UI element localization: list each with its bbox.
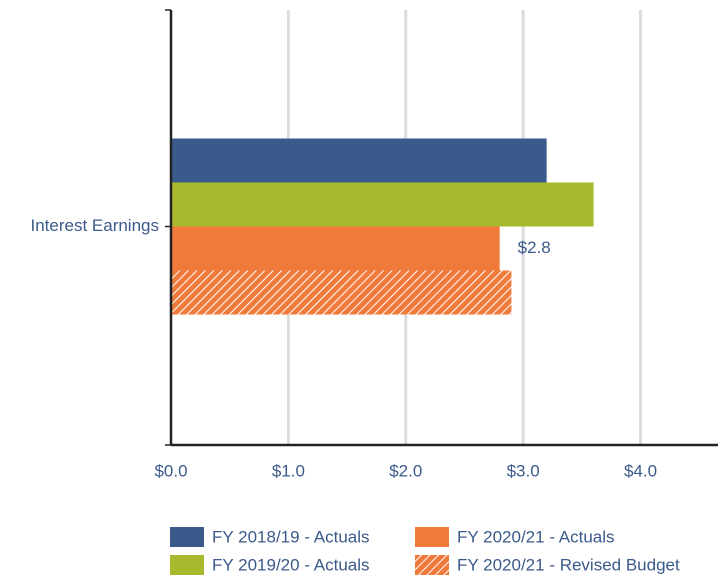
legend-label: FY 2019/20 - Actuals bbox=[212, 555, 370, 574]
legend-label: FY 2018/19 - Actuals bbox=[212, 527, 370, 546]
legend-swatch bbox=[170, 555, 204, 575]
y-tick-label: Interest Earnings bbox=[30, 216, 159, 235]
data-label: $2.8 bbox=[518, 238, 551, 257]
bar bbox=[171, 226, 500, 271]
x-tick-label: $0.0 bbox=[154, 461, 187, 480]
bar bbox=[171, 182, 594, 227]
x-tick-label: $2.0 bbox=[389, 461, 422, 480]
x-tick-label: $1.0 bbox=[272, 461, 305, 480]
bar bbox=[171, 138, 547, 183]
legend-swatch bbox=[415, 555, 449, 575]
legend-label: FY 2020/21 - Actuals bbox=[457, 527, 615, 546]
bar bbox=[171, 270, 512, 315]
legend-label: FY 2020/21 - Revised Budget bbox=[457, 555, 680, 574]
legend-swatch bbox=[170, 527, 204, 547]
x-tick-label: $3.0 bbox=[507, 461, 540, 480]
x-tick-label: $4.0 bbox=[624, 461, 657, 480]
legend-swatch bbox=[415, 527, 449, 547]
